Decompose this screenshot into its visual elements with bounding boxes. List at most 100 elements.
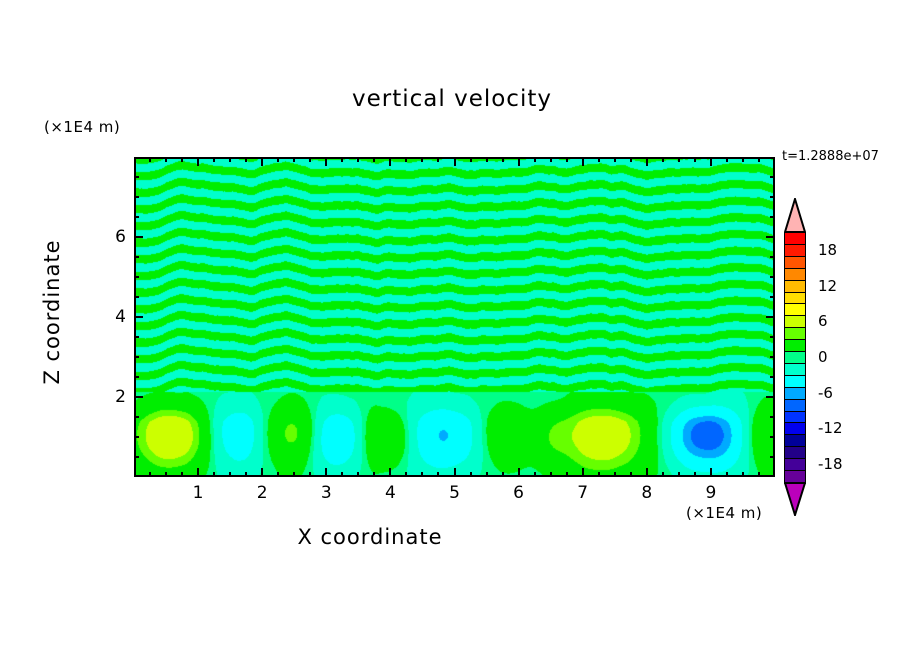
x-axis-major-tick xyxy=(261,468,264,477)
x-axis-minor-tick xyxy=(629,472,632,477)
y-axis-minor-tick xyxy=(770,216,775,218)
x-axis-tick-label: 6 xyxy=(513,483,524,503)
x-axis-minor-tick xyxy=(165,472,168,477)
x-axis-major-tick xyxy=(325,468,328,477)
x-axis-minor-tick xyxy=(165,157,168,162)
x-axis-minor-tick xyxy=(229,472,232,477)
colorbar-tick-label: 6 xyxy=(818,312,828,331)
y-axis-minor-tick xyxy=(134,216,139,218)
y-axis-minor-tick xyxy=(770,276,775,278)
y-axis-minor-tick xyxy=(770,196,775,198)
x-axis-minor-tick xyxy=(245,472,248,477)
timestamp-annotation: t=1.2888e+07 xyxy=(782,149,879,164)
x-axis-minor-tick xyxy=(341,472,344,477)
y-axis-minor-tick xyxy=(770,456,775,458)
x-axis-minor-tick xyxy=(501,157,504,162)
x-axis-minor-tick xyxy=(661,157,664,162)
y-axis-minor-tick xyxy=(770,296,775,298)
x-axis-minor-tick xyxy=(437,472,440,477)
x-axis-minor-tick xyxy=(149,472,152,477)
y-axis-tick-label: 6 xyxy=(115,227,126,247)
y-axis-minor-tick xyxy=(134,416,139,418)
x-axis-minor-tick xyxy=(469,472,472,477)
colorbar-over-arrow xyxy=(783,195,807,233)
colorbar-under-arrow xyxy=(783,482,807,519)
y-axis-minor-tick xyxy=(770,376,775,378)
x-axis-tick-label: 2 xyxy=(256,483,268,503)
y-axis-minor-tick xyxy=(134,176,139,178)
x-axis-minor-tick xyxy=(357,472,360,477)
x-axis-minor-tick xyxy=(613,157,616,162)
x-axis-major-tick xyxy=(645,468,648,477)
x-axis-minor-tick xyxy=(693,472,696,477)
x-axis-tick-label: 4 xyxy=(384,483,396,503)
x-axis-minor-tick xyxy=(213,472,216,477)
y-axis-title: Z coordinate xyxy=(40,239,64,385)
x-axis-major-tick xyxy=(517,468,520,477)
x-axis-title: X coordinate xyxy=(297,525,443,549)
colorbar-tick-label: -6 xyxy=(818,383,833,402)
x-axis-major-tick xyxy=(645,157,648,166)
x-axis-minor-tick xyxy=(181,157,184,162)
y-axis-minor-tick xyxy=(134,276,139,278)
x-axis-minor-tick xyxy=(693,157,696,162)
x-axis-minor-tick xyxy=(277,472,280,477)
y-axis-tick-label: 2 xyxy=(115,387,126,407)
x-axis-minor-tick xyxy=(757,472,760,477)
y-axis-major-tick xyxy=(134,316,143,318)
x-axis-major-tick xyxy=(453,468,456,477)
x-axis-major-tick xyxy=(261,157,264,166)
x-axis-minor-tick xyxy=(229,157,232,162)
x-axis-major-tick xyxy=(325,157,328,166)
x-axis-minor-tick xyxy=(533,157,536,162)
x-axis-minor-tick xyxy=(181,472,184,477)
x-axis-major-tick xyxy=(581,157,584,166)
x-axis-minor-tick xyxy=(405,157,408,162)
x-axis-minor-tick xyxy=(341,157,344,162)
x-axis-major-tick xyxy=(709,157,712,166)
x-axis-minor-tick xyxy=(373,157,376,162)
y-axis-minor-tick xyxy=(770,436,775,438)
x-axis-minor-tick xyxy=(741,157,744,162)
colorbar-tick-label: -12 xyxy=(818,419,843,438)
x-axis-minor-tick xyxy=(613,472,616,477)
x-axis-minor-tick xyxy=(725,472,728,477)
x-axis-minor-tick xyxy=(357,157,360,162)
x-axis-major-tick xyxy=(517,157,520,166)
x-axis-minor-tick xyxy=(293,472,296,477)
x-axis-tick-label: 9 xyxy=(705,483,717,503)
x-axis-minor-tick xyxy=(597,157,600,162)
x-axis-major-tick xyxy=(197,468,200,477)
x-axis-minor-tick xyxy=(677,157,680,162)
x-axis-minor-tick xyxy=(661,472,664,477)
contour-plot-area[interactable] xyxy=(134,157,775,477)
x-axis-minor-tick xyxy=(485,157,488,162)
x-axis-tick-label: 8 xyxy=(641,483,653,503)
y-axis-minor-tick xyxy=(134,436,139,438)
x-axis-minor-tick xyxy=(629,157,632,162)
colorbar-tick-label: 18 xyxy=(818,240,838,259)
x-axis-minor-tick xyxy=(245,157,248,162)
x-axis-major-tick xyxy=(709,468,712,477)
x-axis-minor-tick xyxy=(501,472,504,477)
y-axis-major-tick xyxy=(134,396,143,398)
colorbar[interactable]: 18 12 6 0 -6 -12 -18 xyxy=(776,195,843,519)
x-axis-minor-tick xyxy=(277,157,280,162)
x-axis-units-label: (×1E4 m) xyxy=(686,504,763,522)
x-axis-tick-label: 1 xyxy=(192,483,204,503)
y-axis-minor-tick xyxy=(134,376,139,378)
y-axis-minor-tick xyxy=(770,356,775,358)
x-axis-minor-tick xyxy=(757,157,760,162)
y-axis-minor-tick xyxy=(134,196,139,198)
y-axis-units-label: (×1E4 m) xyxy=(44,118,121,136)
x-axis-minor-tick xyxy=(149,157,152,162)
x-axis-minor-tick xyxy=(309,472,312,477)
y-axis-major-tick xyxy=(134,236,143,238)
y-axis-minor-tick xyxy=(134,336,139,338)
x-axis-minor-tick xyxy=(677,472,680,477)
y-axis-minor-tick xyxy=(134,356,139,358)
y-axis-minor-tick xyxy=(770,176,775,178)
x-axis-minor-tick xyxy=(405,472,408,477)
x-axis-minor-tick xyxy=(469,157,472,162)
x-axis-major-tick xyxy=(581,468,584,477)
